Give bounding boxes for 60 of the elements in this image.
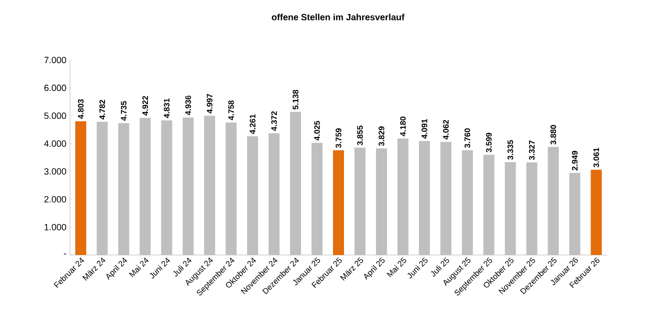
bar — [569, 172, 580, 255]
bar — [483, 154, 494, 255]
bar — [204, 116, 216, 255]
bar — [290, 112, 302, 255]
data-label: 3.855 — [357, 126, 363, 146]
data-label: 4.372 — [271, 111, 277, 131]
y-tick-label: 1.000 — [44, 224, 66, 230]
bar — [504, 162, 516, 255]
data-label: 3.327 — [528, 140, 535, 160]
data-label: 4.922 — [142, 96, 148, 116]
bar — [397, 138, 408, 255]
y-tick-label: 7.000 — [44, 56, 66, 64]
bar — [247, 136, 258, 255]
bar — [226, 122, 237, 255]
data-label: 4.025 — [314, 120, 320, 141]
bar — [440, 142, 452, 255]
data-label: 5.138 — [292, 90, 298, 110]
data-label: 2.949 — [572, 150, 578, 170]
bar — [118, 123, 130, 255]
data-label: 4.261 — [250, 114, 256, 134]
bar — [268, 133, 280, 255]
data-label: 4.758 — [228, 100, 234, 120]
bar — [333, 150, 344, 255]
bar — [548, 146, 559, 255]
data-label: 3.829 — [378, 126, 384, 146]
bar — [182, 118, 194, 255]
y-tick-label: 5.000 — [44, 112, 66, 119]
y-tick-label: 2.000 — [44, 196, 66, 202]
data-label: 4.062 — [443, 120, 449, 140]
bar — [590, 170, 602, 255]
data-label: 3.880 — [550, 125, 556, 145]
data-label: 4.803 — [78, 99, 84, 119]
y-tick-label: 4.000 — [44, 140, 66, 147]
data-label: 4.997 — [206, 94, 212, 114]
data-label: 4.936 — [185, 96, 191, 116]
data-label: 4.180 — [400, 116, 406, 136]
data-label: 4.091 — [422, 119, 428, 139]
bar — [140, 118, 151, 255]
bar — [354, 148, 366, 255]
x-tick-label: Juli 24 — [173, 258, 192, 276]
bar — [462, 150, 473, 255]
bar — [96, 122, 108, 255]
bar — [526, 162, 538, 255]
data-label: 3.759 — [336, 128, 342, 148]
data-label: 3.599 — [486, 132, 492, 152]
bar — [161, 120, 172, 255]
bar — [75, 121, 86, 255]
y-tick-label: 3.000 — [44, 168, 66, 175]
data-label: 4.831 — [164, 98, 170, 118]
data-label: 3.061 — [593, 148, 600, 168]
x-tick-label: Juli 25 — [430, 257, 450, 276]
bar — [312, 142, 323, 255]
chart-title: offene Stellen im Jahresverlauf — [272, 14, 405, 20]
data-label: 4.782 — [99, 100, 106, 120]
bar — [418, 141, 430, 255]
bar — [376, 148, 387, 255]
y-tick-label: 6.000 — [44, 84, 66, 92]
data-label: 4.735 — [120, 101, 127, 121]
data-label: 3.760 — [464, 128, 470, 148]
data-label: 3.335 — [508, 140, 514, 160]
